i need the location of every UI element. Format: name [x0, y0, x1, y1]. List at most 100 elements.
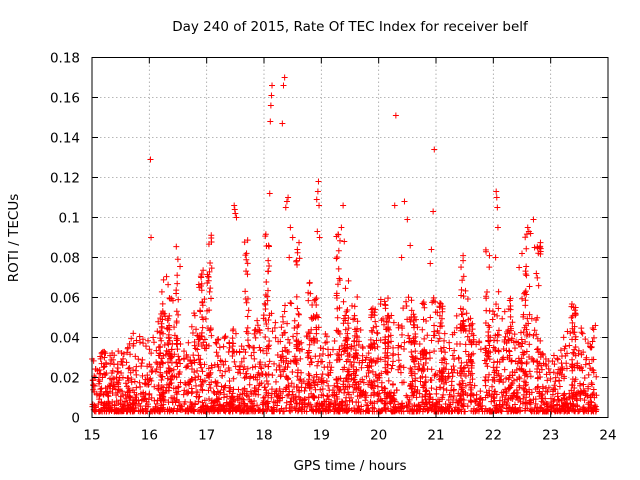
data-point — [570, 349, 577, 356]
data-point — [195, 373, 202, 380]
data-point — [151, 339, 158, 346]
data-point — [284, 374, 291, 381]
data-point — [369, 400, 376, 407]
data-point — [492, 388, 499, 395]
data-point — [459, 277, 466, 284]
data-point — [522, 338, 529, 345]
data-point — [522, 234, 529, 241]
data-point — [333, 376, 340, 383]
data-point — [345, 368, 352, 375]
data-point — [408, 307, 415, 314]
data-point — [158, 324, 165, 331]
data-point — [107, 360, 114, 367]
data-point — [516, 264, 523, 271]
data-point — [136, 339, 143, 346]
data-point — [572, 311, 579, 318]
data-point — [511, 331, 518, 338]
data-point — [182, 381, 189, 388]
data-point — [284, 376, 291, 383]
data-point — [305, 347, 312, 354]
data-point — [350, 316, 357, 323]
data-point — [298, 406, 305, 413]
data-point — [428, 377, 435, 384]
data-point — [476, 395, 483, 402]
data-point — [507, 327, 514, 334]
data-point — [381, 405, 388, 412]
data-point — [305, 352, 312, 359]
data-point — [125, 402, 132, 409]
data-point — [369, 309, 376, 316]
data-point — [197, 361, 204, 368]
data-point — [408, 392, 415, 399]
data-points — [89, 74, 600, 415]
grid-lines — [92, 57, 608, 418]
data-point — [188, 390, 195, 397]
data-point — [557, 366, 564, 373]
data-point — [366, 377, 373, 384]
data-point — [438, 323, 445, 330]
x-axis-label: GPS time / hours — [293, 458, 406, 474]
data-point — [441, 408, 448, 415]
data-point — [568, 387, 575, 394]
data-point — [352, 349, 359, 356]
data-point — [243, 256, 250, 263]
data-point — [288, 300, 295, 307]
data-point — [589, 338, 596, 345]
data-point — [244, 324, 251, 331]
data-point — [373, 358, 380, 365]
data-point — [460, 257, 467, 264]
data-point — [181, 401, 188, 408]
data-point — [554, 355, 561, 362]
data-point — [296, 255, 303, 262]
data-point — [310, 335, 317, 342]
data-point — [372, 318, 379, 325]
data-point — [557, 347, 564, 354]
data-point — [244, 313, 251, 320]
data-point — [407, 318, 414, 325]
data-point — [572, 352, 579, 359]
data-point — [488, 398, 495, 405]
data-point — [196, 408, 203, 415]
x-tick-label: 23 — [542, 428, 559, 444]
data-point — [158, 337, 165, 344]
data-point — [118, 358, 125, 365]
data-point — [153, 400, 160, 407]
data-point — [572, 333, 579, 340]
data-point — [590, 367, 597, 374]
data-point — [486, 342, 493, 349]
data-point — [316, 202, 323, 209]
data-point — [420, 316, 427, 323]
data-point — [574, 403, 581, 410]
data-point — [369, 368, 376, 375]
data-point — [521, 378, 528, 385]
data-point — [403, 298, 410, 305]
data-point — [365, 350, 372, 357]
data-point — [447, 393, 454, 400]
data-point — [306, 385, 313, 392]
data-point — [403, 402, 410, 409]
data-point — [205, 387, 212, 394]
data-point — [267, 102, 274, 109]
data-point — [586, 360, 593, 367]
data-point — [583, 354, 590, 361]
data-point — [407, 242, 414, 249]
data-point — [195, 352, 202, 359]
data-point — [138, 363, 145, 370]
data-point — [395, 401, 402, 408]
data-point — [408, 297, 415, 304]
y-tick-label: 0.06 — [50, 291, 80, 307]
data-point — [206, 288, 213, 295]
data-point — [424, 405, 431, 412]
data-point — [483, 360, 490, 367]
data-point — [241, 407, 248, 414]
data-point — [365, 405, 372, 412]
data-point — [273, 406, 280, 413]
data-point — [505, 347, 512, 354]
data-point — [466, 337, 473, 344]
data-point — [451, 356, 458, 363]
data-point — [232, 210, 239, 217]
data-point — [208, 295, 215, 302]
data-point — [181, 387, 188, 394]
data-point — [217, 408, 224, 415]
data-point — [505, 385, 512, 392]
